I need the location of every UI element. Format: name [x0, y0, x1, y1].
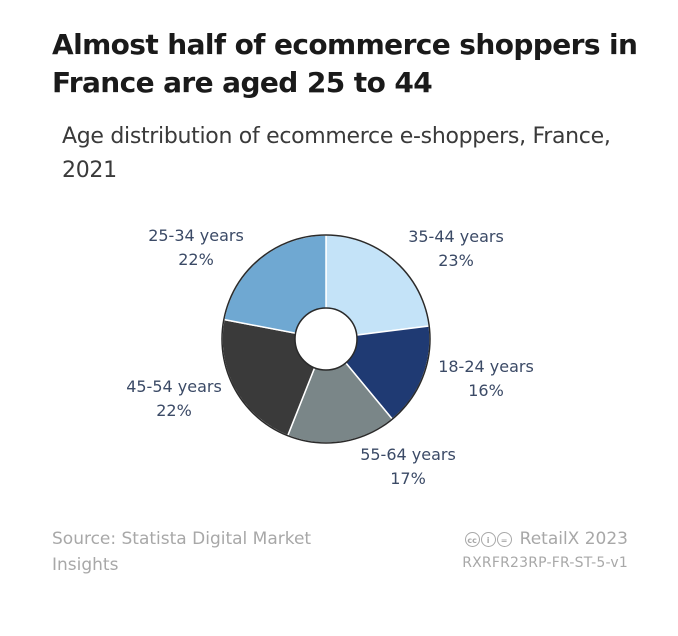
slice-label-18-24-years: 18-24 years [438, 357, 534, 376]
chart-subtitle: Age distribution of ecommerce e-shoppers… [62, 124, 611, 183]
brand-name: RetailX 2023 [519, 529, 628, 549]
chart-title: Almost half of ecommerce shoppers in Fra… [52, 28, 638, 99]
creative-commons-icon: cc i = [464, 531, 512, 547]
slice-value-55-64-years: 17% [390, 469, 426, 488]
source-line-2: Insights [52, 555, 119, 575]
slice-value-25-34-years: 22% [178, 250, 214, 269]
source-note: Source: Statista Digital Market Insights [52, 526, 382, 578]
slice-value-18-24-years: 16% [468, 381, 504, 400]
pie-outline [221, 234, 431, 444]
source-line-1: Source: Statista Digital Market [52, 529, 312, 549]
brand-line: cc i = RetailX 2023 [462, 526, 628, 552]
slice-label-45-54-years: 45-54 years [126, 377, 222, 396]
cc-nd-icon: = [496, 531, 512, 547]
donut-hole [294, 307, 358, 371]
slice-label-35-44-years: 35-44 years [408, 227, 504, 246]
cc-icon: cc [464, 531, 480, 547]
cc-by-icon: i [480, 531, 496, 547]
slice-label-25-34-years: 25-34 years [148, 226, 244, 245]
slice-value-45-54-years: 22% [156, 401, 192, 420]
report-code: RXRFR23RP-FR-ST-5-v1 [462, 555, 628, 571]
slice-value-35-44-years: 23% [438, 251, 474, 270]
brand-block: cc i = RetailX 2023 RXRFR23RP-FR-ST-5-v1 [462, 526, 628, 574]
slice-label-55-64-years: 55-64 years [360, 445, 456, 464]
